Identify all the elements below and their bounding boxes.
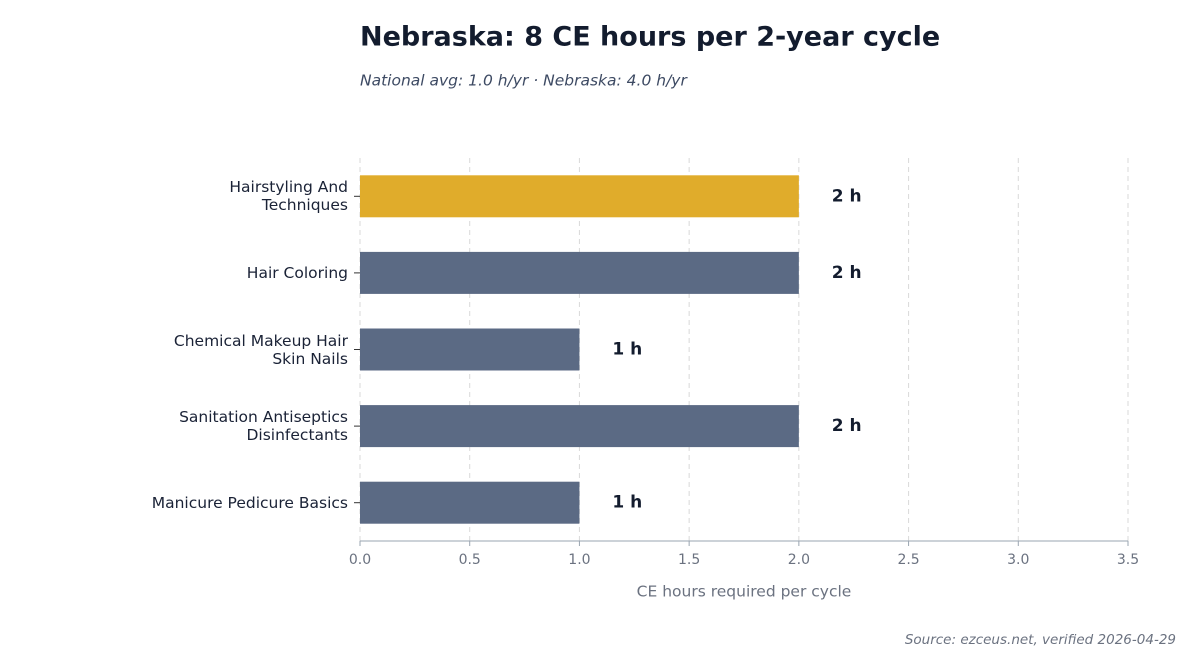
chart-subtitle: National avg: 1.0 h/yr · Nebraska: 4.0 h… [360, 72, 688, 90]
y-tick-label: Manicure Pedicure Basics [151, 493, 348, 512]
x-tick-label: 0.0 [349, 552, 371, 568]
value-label: 2 h [832, 186, 862, 206]
value-label: 1 h [612, 493, 642, 513]
x-tick-label: 0.5 [459, 552, 481, 568]
value-label: 1 h [612, 340, 642, 360]
bar [360, 481, 580, 524]
x-tick-label: 2.0 [788, 552, 810, 568]
x-tick-label: 1.0 [568, 552, 590, 568]
bar [360, 251, 799, 294]
value-label: 2 h [832, 263, 862, 283]
x-tick-label: 3.5 [1117, 552, 1139, 568]
x-axis-label: CE hours required per cycle [637, 583, 852, 601]
y-tick-label: Sanitation Antiseptics Disinfectants [179, 408, 348, 445]
bar [360, 328, 580, 371]
bar [360, 405, 799, 448]
x-tick-label: 3.0 [1007, 552, 1029, 568]
x-tick-label: 2.5 [897, 552, 919, 568]
y-tick-label: Hairstyling And Techniques [229, 178, 348, 215]
source-note: Source: ezceus.net, verified 2026-04-29 [905, 632, 1176, 648]
y-tick-label: Chemical Makeup Hair Skin Nails [173, 331, 348, 368]
chart-title: Nebraska: 8 CE hours per 2-year cycle [360, 22, 940, 53]
y-tick-label: Hair Coloring [246, 263, 348, 282]
value-label: 2 h [832, 416, 862, 436]
x-tick-label: 1.5 [678, 552, 700, 568]
bar [360, 175, 799, 218]
